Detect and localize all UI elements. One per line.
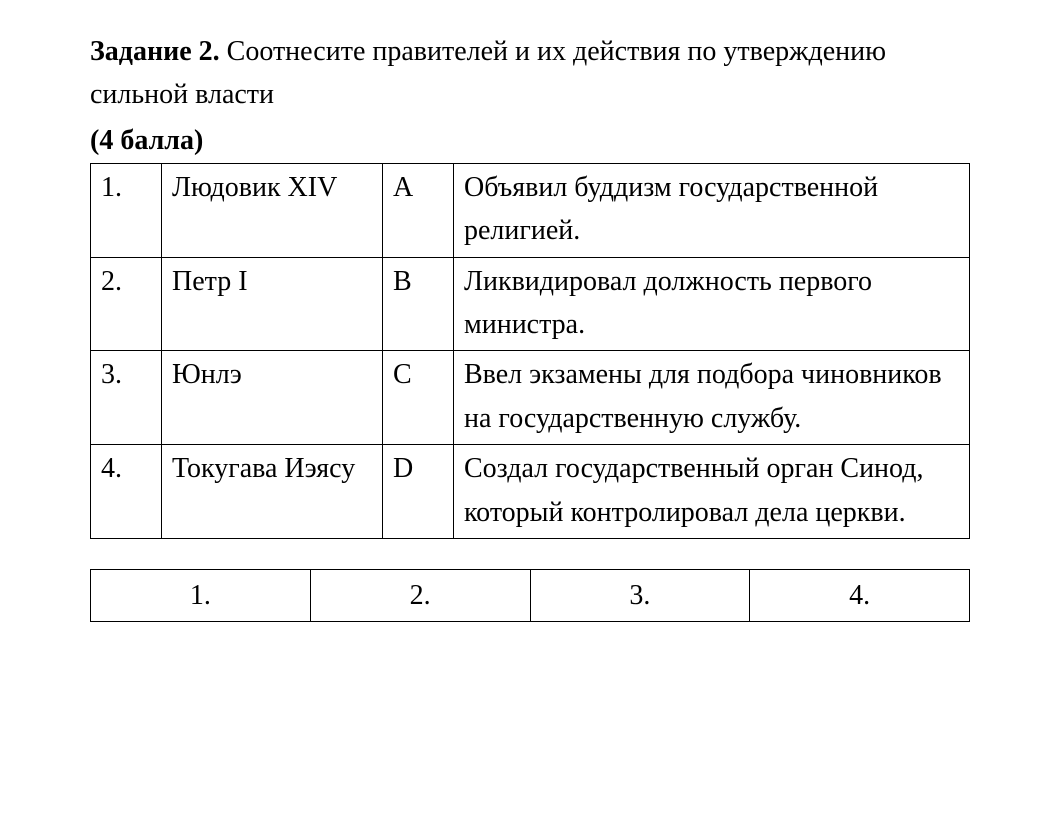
answer-cell: 2. — [310, 569, 530, 621]
cell-num: 4. — [91, 445, 162, 539]
page: Задание 2. Соотнесите правителей и их де… — [0, 0, 1039, 662]
answer-cell: 4. — [750, 569, 970, 621]
task-heading: Задание 2. Соотнесите правителей и их де… — [90, 30, 959, 117]
cell-desc: Объявил буддизм государственной религией… — [454, 163, 970, 257]
cell-letter: A — [383, 163, 454, 257]
cell-name: Петр I — [162, 257, 383, 351]
answer-table: 1. 2. 3. 4. — [90, 569, 970, 622]
task-points: (4 балла) — [90, 125, 959, 157]
table-row: 3. Юнлэ C Ввел экзамены для подбора чино… — [91, 351, 970, 445]
cell-letter: C — [383, 351, 454, 445]
cell-desc: Ликвидировал должность первого министра. — [454, 257, 970, 351]
cell-desc: Ввел экзамены для подбора чиновников на … — [454, 351, 970, 445]
table-row: 2. Петр I B Ликвидировал должность перво… — [91, 257, 970, 351]
matching-table: 1. Людовик XIV A Объявил буддизм государ… — [90, 163, 970, 539]
cell-desc: Создал государственный орган Синод, кото… — [454, 445, 970, 539]
answer-row: 1. 2. 3. 4. — [91, 569, 970, 621]
cell-letter: D — [383, 445, 454, 539]
cell-num: 2. — [91, 257, 162, 351]
answer-cell: 1. — [91, 569, 311, 621]
cell-name: Токугава Иэясу — [162, 445, 383, 539]
task-label: Задание 2. — [90, 36, 220, 67]
table-row: 1. Людовик XIV A Объявил буддизм государ… — [91, 163, 970, 257]
cell-num: 3. — [91, 351, 162, 445]
answer-cell: 3. — [530, 569, 750, 621]
cell-letter: B — [383, 257, 454, 351]
cell-num: 1. — [91, 163, 162, 257]
cell-name: Юнлэ — [162, 351, 383, 445]
table-row: 4. Токугава Иэясу D Создал государственн… — [91, 445, 970, 539]
cell-name: Людовик XIV — [162, 163, 383, 257]
